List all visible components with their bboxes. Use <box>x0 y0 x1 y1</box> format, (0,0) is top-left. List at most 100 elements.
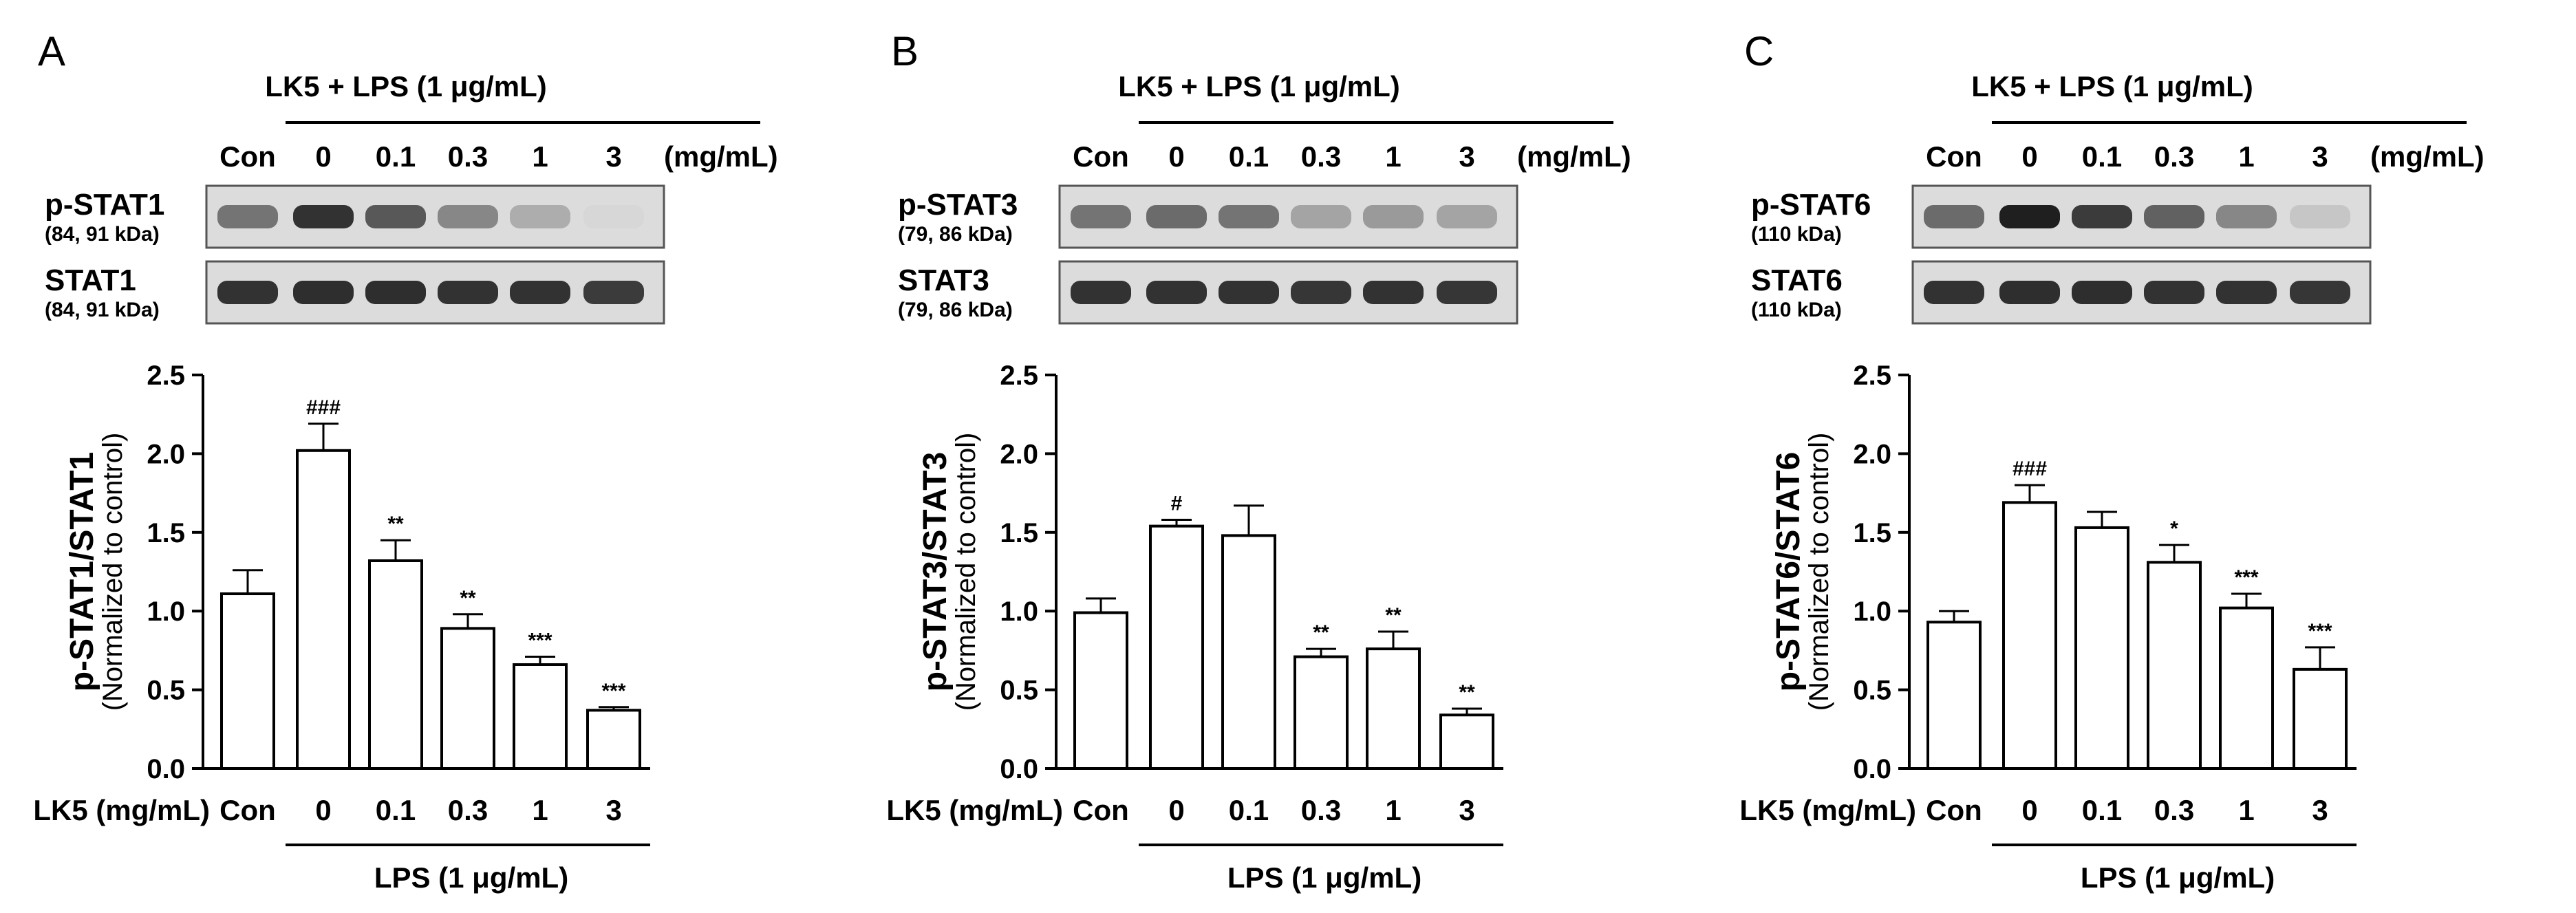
blot-kda-1: (79, 86 kDa) <box>898 299 1013 321</box>
y-tick-label: 1.5 <box>147 518 185 548</box>
panel-c: C LK5 + LPS (1 μg/mL) Con 0 0.1 0.3 1 3 (mg/mL) p… <box>1739 28 2484 894</box>
blot-band <box>510 281 570 304</box>
x-tick-label: 3 <box>2312 794 2328 826</box>
lane-label-2: 0.1 <box>376 140 416 173</box>
panel-letter: A <box>38 28 65 74</box>
y-axis-sublabel: (Normalized to control) <box>1804 433 1834 711</box>
y-tick-label: 0.5 <box>1000 676 1038 706</box>
x-tick-label: Con <box>219 794 276 826</box>
y-tick-label: 0.0 <box>1000 754 1038 784</box>
significance-mark: *** <box>601 680 625 702</box>
panel-letter: B <box>891 28 919 74</box>
bar <box>2219 606 2274 771</box>
lane-label-2: 0.1 <box>2082 140 2122 173</box>
x-tick-label: 0 <box>1168 794 1184 826</box>
y-tick-label: 1.0 <box>147 597 185 627</box>
blot-band <box>2290 205 2350 228</box>
blot-band <box>217 281 278 304</box>
lane-label-0: Con <box>1073 140 1129 173</box>
y-tick-label: 0.5 <box>147 676 185 706</box>
significance-mark: ### <box>306 396 341 419</box>
blot-name-1: STAT1 <box>45 264 136 297</box>
bar <box>586 709 641 770</box>
lane-label-2: 0.1 <box>1229 140 1269 173</box>
group-label: LPS (1 μg/mL) <box>374 861 568 894</box>
blot-band <box>1146 281 1207 304</box>
blot-band <box>2216 205 2277 228</box>
blot-band <box>365 205 426 228</box>
y-tick-label: 1.0 <box>1853 597 1891 627</box>
significance-mark: ### <box>2012 458 2047 480</box>
group-label: LPS (1 μg/mL) <box>1227 861 1421 894</box>
lane-label-0: Con <box>1926 140 1982 173</box>
blot-band <box>1437 205 1497 228</box>
blot-band <box>1219 205 1279 228</box>
significance-mark: ** <box>460 587 476 610</box>
y-axis-sublabel: (Normalized to control) <box>951 433 981 711</box>
blot-name-0: p-STAT3 <box>898 188 1018 222</box>
x-tick-label: 1 <box>2238 794 2254 826</box>
lane-label-4: 1 <box>2238 140 2254 173</box>
blot-name-1: STAT3 <box>898 264 989 297</box>
lane-label-1: 0 <box>1168 140 1184 173</box>
blot-band <box>1146 205 1207 228</box>
bar <box>1926 621 1982 770</box>
blot-band <box>2290 281 2350 304</box>
unit-label: (mg/mL) <box>1517 140 1631 173</box>
blot-band <box>438 205 498 228</box>
bar <box>1221 534 1276 770</box>
blot-band <box>293 281 354 304</box>
blot-band <box>2216 281 2277 304</box>
x-tick-label: 0.1 <box>1229 794 1269 826</box>
blot-band <box>2144 281 2204 304</box>
bar <box>1073 611 1128 770</box>
x-tick-label: 0 <box>2021 794 2037 826</box>
blot-band <box>1924 281 1984 304</box>
significance-mark: *** <box>2234 566 2258 589</box>
lane-label-3: 0.3 <box>448 140 488 173</box>
blot-band <box>1437 281 1497 304</box>
significance-mark: # <box>1171 492 1183 515</box>
significance-mark: ** <box>387 513 404 535</box>
x-tick-label: 3 <box>1459 794 1474 826</box>
lane-label-5: 3 <box>605 140 621 173</box>
blot-band <box>1219 281 1279 304</box>
lane-label-1: 0 <box>2021 140 2037 173</box>
treatment-label: LK5 + LPS (1 μg/mL) <box>265 70 547 103</box>
x-tick-label: 0.3 <box>448 794 488 826</box>
bar <box>2002 501 2057 770</box>
blot-name-0: p-STAT1 <box>45 188 164 222</box>
blot-kda-0: (79, 86 kDa) <box>898 223 1013 246</box>
lane-label-3: 0.3 <box>1301 140 1341 173</box>
blot-band <box>293 205 354 228</box>
x-tick-label: 1 <box>1385 794 1401 826</box>
blot-band <box>1291 205 1351 228</box>
lane-label-4: 1 <box>1385 140 1401 173</box>
x-tick-label: Con <box>1926 794 1982 826</box>
y-axis-sublabel: (Normalized to control) <box>98 433 128 711</box>
y-tick-label: 2.5 <box>1000 361 1038 391</box>
y-tick-label: 2.5 <box>147 361 185 391</box>
panel-b: B LK5 + LPS (1 μg/mL) Con 0 0.1 0.3 1 3 (mg/mL) p… <box>886 28 1631 894</box>
blot-band <box>1924 205 1984 228</box>
y-tick-label: 0.0 <box>1853 754 1891 784</box>
bar <box>2074 526 2129 770</box>
lane-label-5: 3 <box>1459 140 1474 173</box>
blot-band <box>438 281 498 304</box>
significance-mark: *** <box>2308 620 2332 643</box>
bar <box>2147 561 2202 770</box>
x-tick-label: 3 <box>605 794 621 826</box>
y-tick-label: 0.0 <box>147 754 185 784</box>
blot-kda-0: (84, 91 kDa) <box>45 223 160 246</box>
x-axis-label: LK5 (mg/mL) <box>33 794 210 826</box>
bar <box>1366 647 1421 770</box>
group-label: LPS (1 μg/mL) <box>2081 861 2275 894</box>
x-axis-label: LK5 (mg/mL) <box>886 794 1063 826</box>
bar <box>2293 667 2348 771</box>
bar <box>440 627 495 770</box>
treatment-label: LK5 + LPS (1 μg/mL) <box>1118 70 1400 103</box>
significance-mark: ** <box>1459 681 1475 704</box>
blot-name-0: p-STAT6 <box>1751 188 1871 222</box>
blot-band <box>1999 281 2060 304</box>
